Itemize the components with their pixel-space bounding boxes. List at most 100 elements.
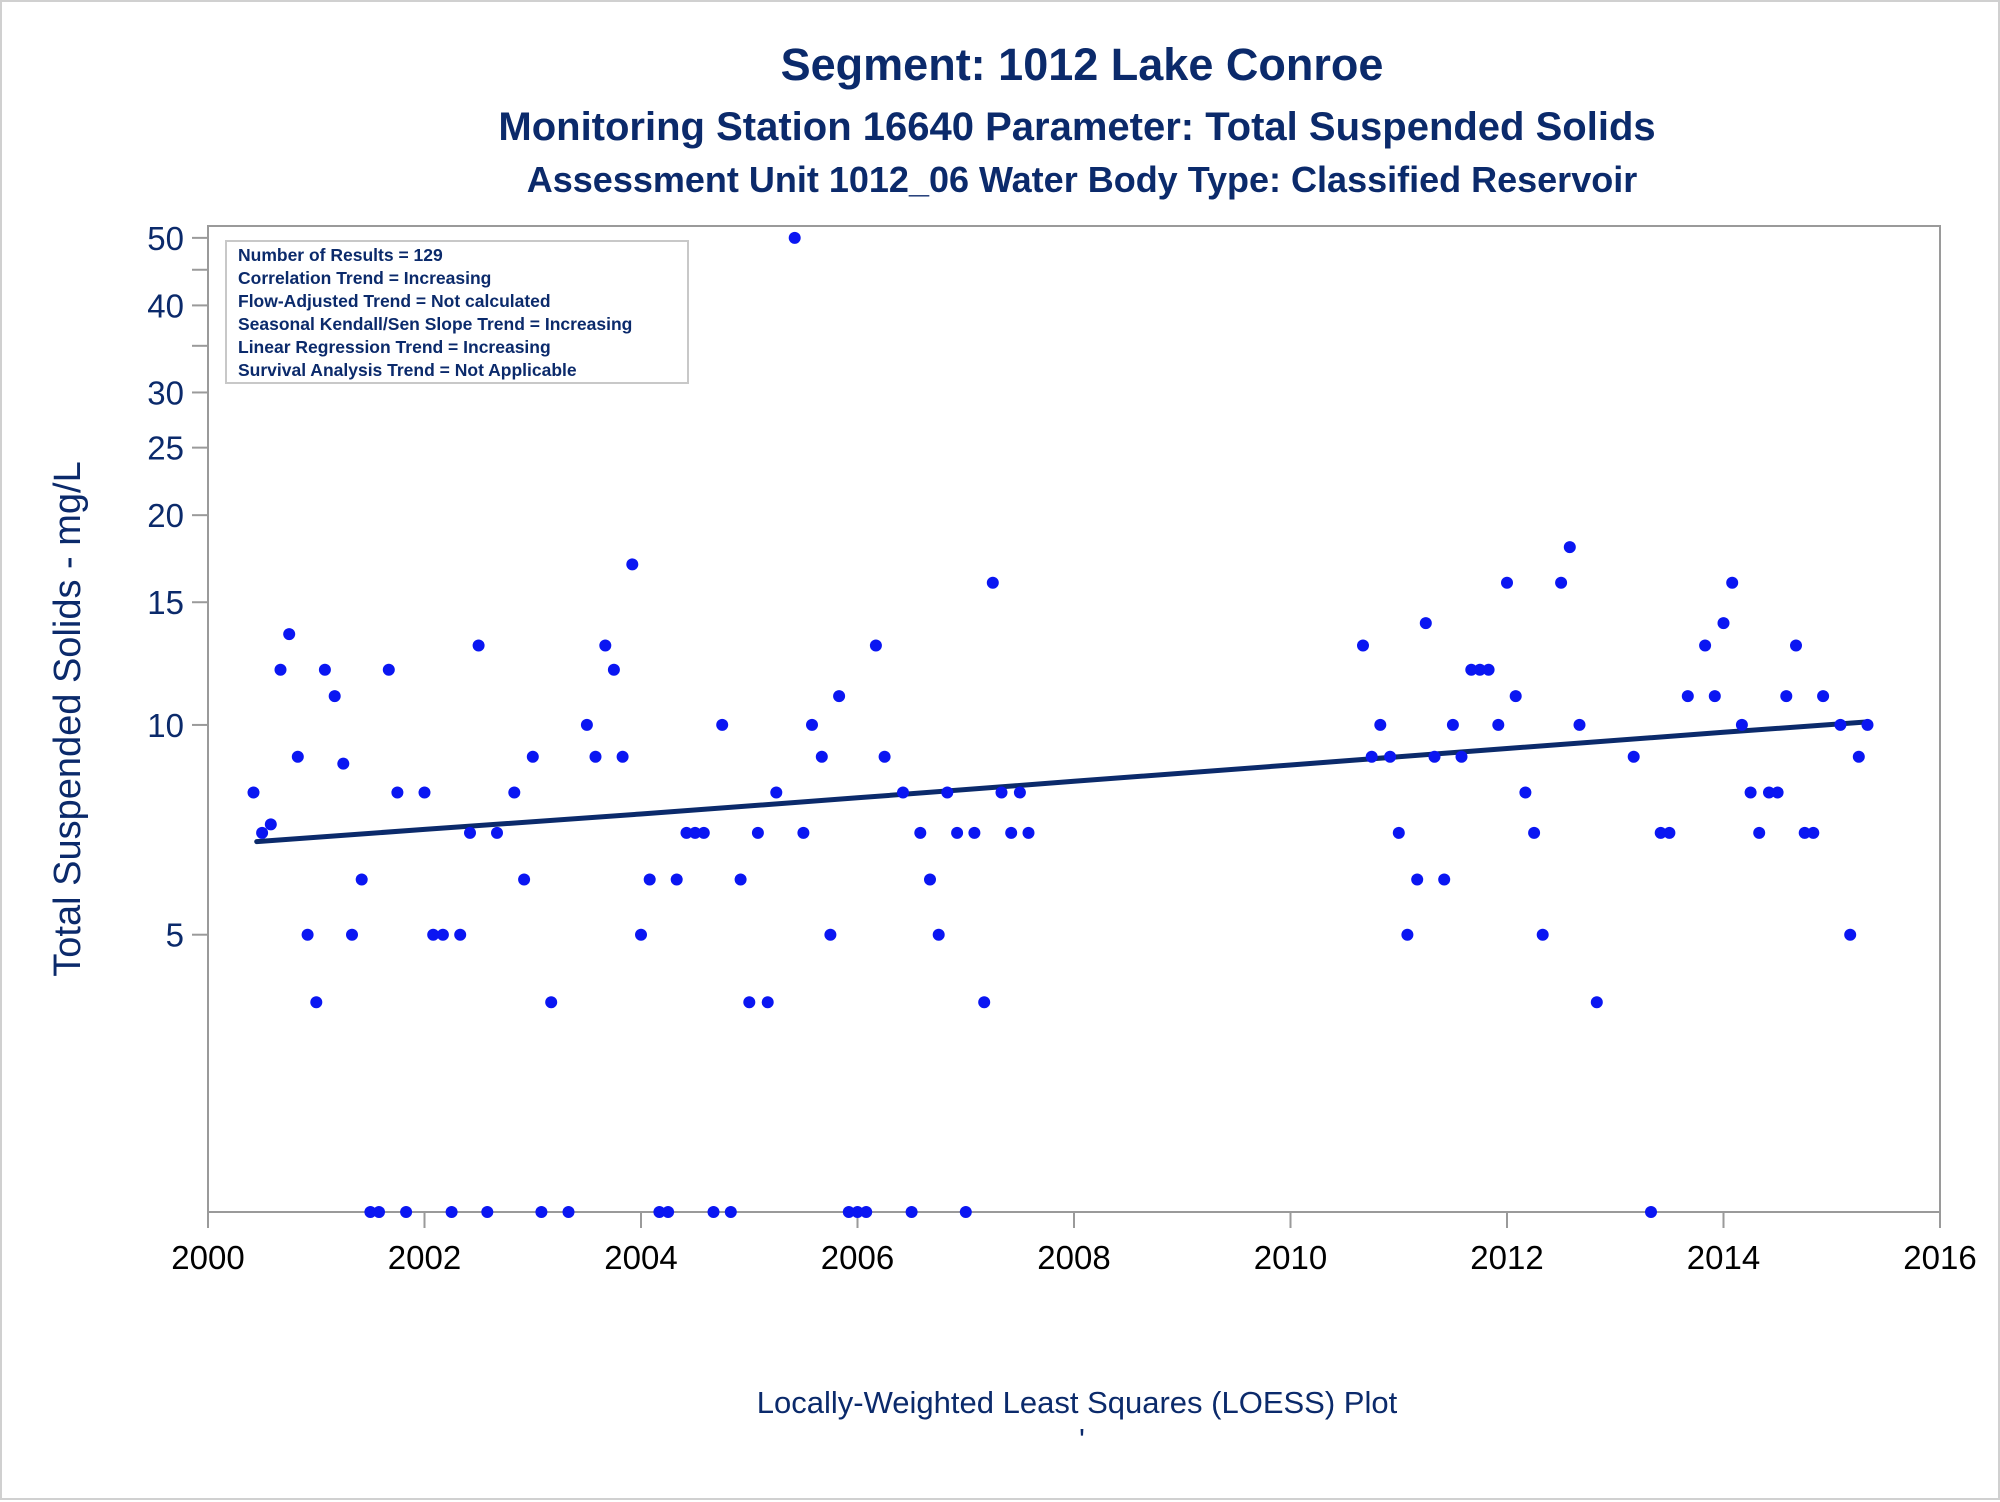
data-point <box>1536 928 1549 941</box>
y-tick-label: 5 <box>166 917 184 954</box>
data-point <box>743 996 756 1009</box>
data-point <box>337 757 350 770</box>
data-point <box>616 750 629 763</box>
data-point <box>1573 718 1586 731</box>
data-point <box>1763 786 1775 799</box>
data-point <box>1419 617 1432 630</box>
data-point <box>508 786 521 799</box>
data-point <box>599 639 612 652</box>
data-point <box>589 750 602 763</box>
data-point <box>851 1206 864 1218</box>
data-point <box>580 718 593 731</box>
data-point <box>464 826 476 839</box>
data-point <box>427 928 440 941</box>
trend-info-box: Number of Results = 129 Correlation Tren… <box>225 240 689 384</box>
data-point <box>318 663 331 676</box>
data-point <box>256 826 269 839</box>
data-point <box>1482 663 1495 676</box>
info-line-linear-regression: Linear Regression Trend = Increasing <box>238 337 551 357</box>
data-point <box>1817 690 1830 703</box>
data-point <box>1022 826 1035 839</box>
y-tick-label: 15 <box>147 584 184 621</box>
data-point <box>788 231 801 244</box>
data-point <box>1834 718 1847 731</box>
data-point <box>1005 826 1018 839</box>
chart-title: Segment: 1012 Lake Conroe <box>781 39 1384 90</box>
data-point <box>833 690 846 703</box>
data-point <box>1555 576 1568 589</box>
data-point <box>905 1206 918 1218</box>
data-point <box>535 1206 548 1218</box>
data-point <box>1473 663 1486 676</box>
data-point <box>1401 928 1414 941</box>
data-point <box>1735 718 1748 731</box>
data-point <box>1627 750 1640 763</box>
y-tick-label: 10 <box>147 707 184 744</box>
data-point <box>635 928 647 941</box>
x-tick-label: 2016 <box>1903 1239 1976 1276</box>
data-point <box>1771 786 1784 799</box>
data-point <box>1501 576 1513 589</box>
data-point <box>454 928 467 941</box>
data-point <box>707 1206 720 1218</box>
data-point <box>364 1206 377 1218</box>
data-point <box>689 826 702 839</box>
x-tick-label: 2008 <box>1037 1239 1110 1276</box>
x-tick-label: 2006 <box>821 1239 894 1276</box>
data-point <box>1411 873 1424 886</box>
info-box-border <box>225 240 689 384</box>
data-point <box>869 639 882 652</box>
data-point <box>1726 576 1739 589</box>
info-line-flow-adjusted: Flow-Adjusted Trend = Not calculated <box>238 291 551 311</box>
data-point <box>400 1206 413 1218</box>
data-point <box>1528 826 1541 839</box>
data-point <box>1446 718 1459 731</box>
data-point <box>1654 826 1667 839</box>
data-point <box>824 928 837 941</box>
data-point <box>968 826 981 839</box>
data-point <box>472 639 485 652</box>
y-axis-label: Total Suspended Solids - mg/L <box>47 461 89 976</box>
data-point <box>545 996 558 1009</box>
data-point <box>653 1206 666 1218</box>
data-point <box>1861 718 1874 731</box>
data-point <box>897 786 909 799</box>
info-line-correlation: Correlation Trend = Increasing <box>238 268 491 288</box>
data-point <box>1392 826 1405 839</box>
data-point <box>1590 996 1603 1009</box>
trend-line-layer <box>254 719 1870 845</box>
data-point <box>1844 928 1857 941</box>
data-point <box>355 873 368 886</box>
data-point <box>806 718 818 731</box>
data-point <box>373 1206 385 1218</box>
data-point <box>959 1206 972 1218</box>
data-point <box>1645 1206 1657 1218</box>
x-tick-label: 2000 <box>171 1239 244 1276</box>
data-point <box>860 1206 873 1218</box>
chart-subtitle: Monitoring Station 16640 Parameter: Tota… <box>498 105 1655 149</box>
data-point <box>941 786 954 799</box>
data-point <box>797 826 810 839</box>
data-point <box>1438 873 1451 886</box>
data-point <box>1717 617 1730 630</box>
x-tick-label: 2010 <box>1254 1239 1327 1276</box>
data-point <box>670 873 683 886</box>
data-point <box>346 928 358 941</box>
data-point <box>481 1206 494 1218</box>
y-tick-label: 25 <box>147 430 184 467</box>
data-point <box>283 628 296 641</box>
data-point <box>1798 826 1811 839</box>
data-point <box>662 1206 675 1218</box>
x-tick-label: 2002 <box>388 1239 461 1276</box>
data-point <box>724 1206 737 1218</box>
y-tick-label: 40 <box>147 287 184 324</box>
data-point <box>878 750 891 763</box>
info-line-survival: Survival Analysis Trend = Not Applicable <box>238 360 577 380</box>
data-point <box>951 826 964 839</box>
data-point <box>418 786 431 799</box>
data-point <box>697 826 710 839</box>
data-point <box>518 873 531 886</box>
data-point <box>382 663 395 676</box>
